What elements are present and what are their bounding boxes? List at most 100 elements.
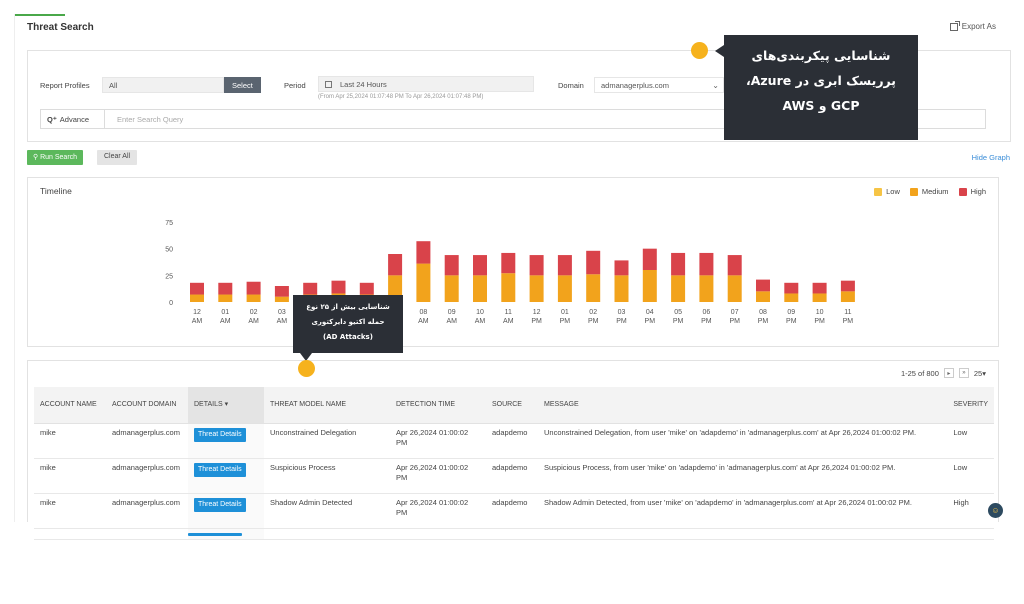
export-as-button[interactable]: Export As — [949, 20, 996, 31]
bar-high[interactable] — [557, 255, 572, 276]
col-severity[interactable]: SEVERITY — [947, 387, 994, 424]
bar-high[interactable] — [840, 280, 855, 292]
bar-high[interactable] — [274, 286, 289, 297]
cell-domain: admanagerplus.com — [106, 423, 188, 459]
bar-high[interactable] — [614, 260, 629, 276]
bar-high[interactable] — [671, 252, 686, 276]
chart-legend: Low Medium High — [874, 187, 986, 196]
threat-details-button[interactable]: Threat Details — [194, 497, 246, 512]
legend-medium[interactable]: Medium — [909, 187, 949, 196]
bar-high[interactable] — [246, 281, 261, 295]
filter-panel: Report Profiles All Select Period Last 2… — [27, 50, 1011, 142]
report-profiles-field[interactable]: All — [102, 77, 224, 93]
legend-medium-label: Medium — [921, 187, 949, 196]
legend-high[interactable]: High — [958, 187, 986, 196]
domain-select[interactable]: admanagerplus.com ⌄ — [594, 77, 724, 93]
bar-high[interactable] — [416, 241, 431, 264]
callout-line: GCP و AWS — [782, 98, 860, 113]
bar-medium[interactable] — [501, 273, 516, 302]
bar-medium[interactable] — [246, 294, 261, 302]
bar-high[interactable] — [501, 252, 516, 274]
bar-medium[interactable] — [840, 291, 855, 302]
bar-high[interactable] — [218, 282, 233, 295]
x-tick-label: 12 — [533, 309, 541, 316]
bar-high[interactable] — [727, 255, 742, 276]
x-tick-label: 10 — [476, 309, 484, 316]
bar-high[interactable] — [331, 280, 346, 294]
x-tick-label: 08 — [420, 309, 428, 316]
bar-high[interactable] — [359, 282, 374, 295]
bar-medium[interactable] — [473, 275, 487, 302]
table-row[interactable]: mike admanagerplus.com Threat Details Un… — [34, 423, 994, 459]
bar-medium[interactable] — [784, 293, 799, 302]
search-query-input[interactable]: Enter Search Query — [117, 115, 184, 124]
last-page-button[interactable]: » — [958, 368, 969, 378]
col-details[interactable]: DETAILS ▾ — [188, 387, 264, 424]
legend-high-label: High — [970, 187, 986, 196]
bar-medium[interactable] — [218, 294, 233, 302]
report-profiles-label: Report Profiles — [40, 81, 90, 90]
bar-medium[interactable] — [756, 291, 770, 302]
x-tick-label: 10 — [816, 309, 824, 316]
threat-details-button[interactable]: Threat Details — [194, 427, 246, 442]
legend-low[interactable]: Low — [874, 187, 900, 196]
cell-details: Threat Details — [188, 458, 264, 494]
run-search-button[interactable]: ⚲ Run Search — [27, 150, 84, 165]
export-icon — [949, 20, 960, 31]
bar-high[interactable] — [473, 255, 487, 276]
threat-details-button[interactable] — [188, 532, 242, 536]
bar-medium[interactable] — [529, 275, 544, 302]
bar-high[interactable] — [812, 282, 827, 294]
bar-medium[interactable] — [586, 274, 601, 302]
next-page-button[interactable]: ▸ — [943, 368, 954, 378]
cell-details — [188, 528, 264, 540]
help-fab-icon[interactable]: ☺ — [988, 503, 1003, 518]
cell-message: Shadow Admin Detected, from user 'mike' … — [538, 493, 948, 529]
table-row[interactable] — [34, 528, 994, 540]
bar-medium[interactable] — [557, 275, 572, 302]
threat-details-button[interactable]: Threat Details — [194, 462, 246, 477]
col-account-name[interactable]: ACCOUNT NAME — [34, 387, 106, 424]
table-header-row: ACCOUNT NAME ACCOUNT DOMAIN DETAILS ▾ TH… — [34, 387, 994, 424]
col-message[interactable]: MESSAGE — [538, 387, 948, 424]
highlight-dot — [691, 42, 708, 59]
bar-medium[interactable] — [614, 275, 629, 302]
col-source[interactable]: SOURCE — [486, 387, 538, 424]
select-button[interactable]: Select — [224, 77, 261, 93]
clear-all-button[interactable]: Clear All — [97, 150, 138, 165]
query-icon: Q⁺ — [47, 115, 57, 124]
bar-high[interactable] — [190, 282, 204, 295]
col-detection-time[interactable]: DETECTION TIME — [390, 387, 486, 424]
bar-high[interactable] — [586, 250, 601, 275]
x-tick-label: 11 — [844, 309, 851, 316]
bar-high[interactable] — [784, 282, 799, 294]
bar-medium[interactable] — [642, 270, 657, 302]
table-row[interactable]: mike admanagerplus.com Threat Details Su… — [34, 458, 994, 494]
bar-high[interactable] — [388, 254, 403, 276]
cell-time: Apr 26,2024 01:00:02 PM — [390, 493, 486, 529]
bar-high[interactable] — [303, 282, 318, 295]
chevron-down-icon: ⌄ — [712, 81, 719, 90]
bar-high[interactable] — [699, 252, 714, 276]
bar-medium[interactable] — [671, 275, 686, 302]
callout-pointer — [300, 353, 312, 361]
bar-high[interactable] — [642, 248, 657, 270]
col-threat-model[interactable]: THREAT MODEL NAME — [264, 387, 390, 424]
bar-medium[interactable] — [727, 275, 742, 302]
bar-medium[interactable] — [416, 263, 431, 302]
period-field[interactable]: Last 24 Hours — [318, 76, 534, 92]
cell-source — [486, 528, 538, 540]
col-account-domain[interactable]: ACCOUNT DOMAIN — [106, 387, 188, 424]
table-row[interactable]: mike admanagerplus.com Threat Details Sh… — [34, 493, 994, 529]
bar-medium[interactable] — [812, 293, 827, 302]
bar-high[interactable] — [529, 255, 544, 276]
bar-medium[interactable] — [190, 294, 204, 302]
bar-medium[interactable] — [699, 275, 714, 302]
bar-medium[interactable] — [444, 275, 459, 302]
bar-medium[interactable] — [274, 296, 289, 302]
advance-toggle[interactable]: Q⁺ Advance — [41, 110, 105, 128]
bar-high[interactable] — [756, 279, 770, 292]
page-size-select[interactable]: 25▾ — [973, 368, 986, 378]
hide-graph-link[interactable]: Hide Graph — [971, 153, 1010, 162]
bar-high[interactable] — [444, 255, 459, 276]
